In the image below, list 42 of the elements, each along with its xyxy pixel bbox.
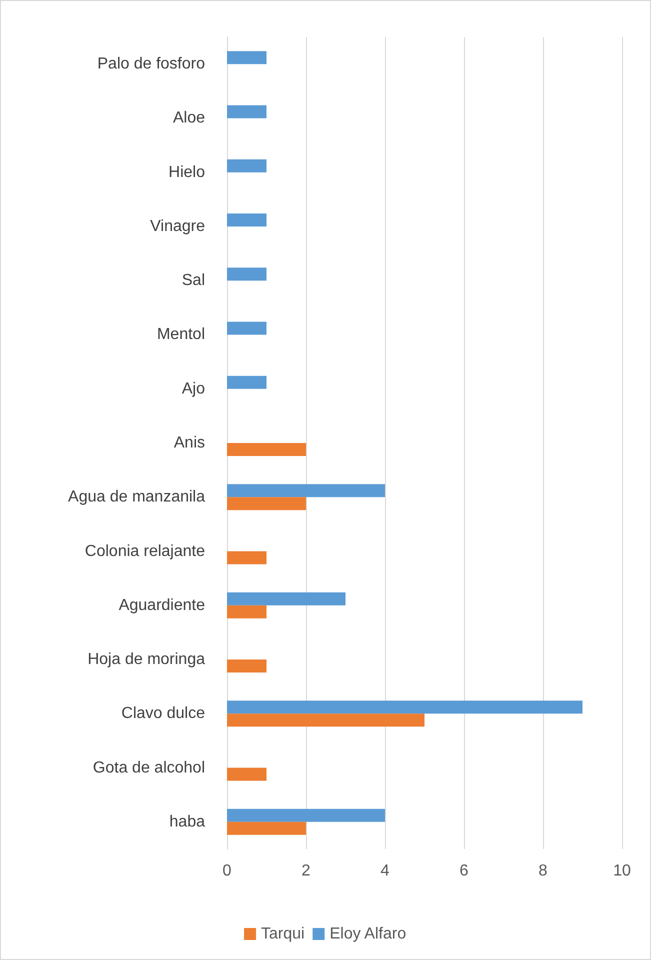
bar (227, 322, 266, 335)
y-tick-label: Mentol (156, 326, 205, 344)
y-tick-label: Hielo (168, 164, 206, 181)
y-tick-label: Agua de manzanila (68, 488, 206, 506)
y-tick-label: Vinagre (150, 218, 206, 235)
legend-label: Tarqui (261, 926, 305, 942)
bar (227, 714, 424, 727)
bar (227, 822, 306, 835)
y-tick-label: Aloe (172, 110, 206, 127)
y-tick-label: haba (169, 813, 206, 830)
y-tick-label: Clavo dulce (121, 705, 206, 722)
bar (227, 159, 266, 172)
bar (227, 551, 266, 564)
bar (227, 700, 582, 714)
y-tick-label: Anis (174, 434, 205, 452)
x-tick-label: 10 (613, 862, 631, 880)
y-tick-label: Aguardiente (118, 596, 206, 614)
x-tick-label: 6 (460, 862, 469, 880)
bar (227, 213, 266, 226)
bar (227, 768, 266, 781)
y-tick-label: Sal (182, 272, 205, 290)
bar (227, 51, 266, 64)
y-tick-label: Colonia relajante (84, 542, 206, 560)
bar (227, 592, 346, 606)
bar (227, 497, 306, 510)
x-tick-label: 4 (380, 862, 390, 880)
x-tick-label: 0 (222, 862, 232, 880)
bar (227, 605, 266, 618)
y-tick-label: Hoja de moringa (88, 651, 206, 668)
legend-label: Eloy Alfaro (330, 926, 406, 942)
y-tick-label: Gota de alcohol (92, 759, 205, 776)
bar (227, 443, 306, 456)
x-tick-label: 2 (302, 862, 311, 880)
x-tick-label: 8 (538, 862, 548, 880)
bar (227, 808, 385, 822)
bar (227, 484, 385, 498)
y-tick-label: Palo de fosforo (97, 56, 206, 73)
bar (227, 660, 266, 673)
bar (227, 376, 266, 389)
bar (227, 268, 266, 281)
y-tick-label: Ajo (182, 380, 206, 398)
bar (227, 105, 266, 118)
